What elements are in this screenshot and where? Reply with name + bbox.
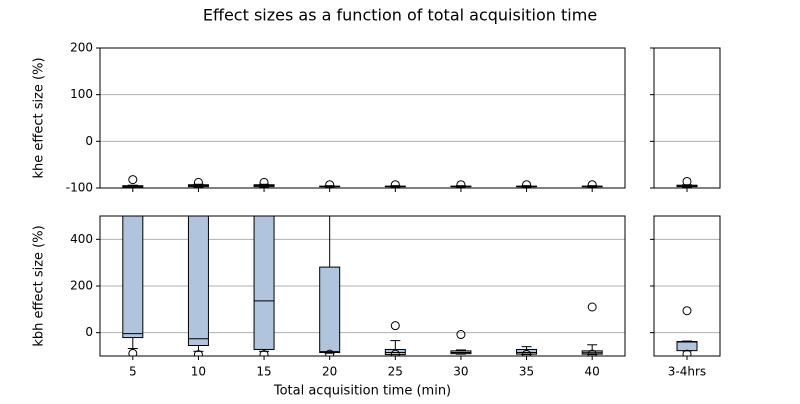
- x-tick-label: 20: [322, 365, 337, 379]
- chart-title: Effect sizes as a function of total acqu…: [203, 6, 597, 25]
- flier: [391, 322, 399, 330]
- x-tick-label: 35: [519, 365, 534, 379]
- box: [320, 267, 340, 352]
- x-tick-label: 15: [256, 365, 271, 379]
- y-tick-label: 200: [70, 279, 93, 293]
- plot-area: [123, 0, 602, 359]
- box: [677, 342, 697, 351]
- x-tick-label: 10: [191, 365, 206, 379]
- y-axis-label: khe effect size (%): [32, 57, 47, 178]
- y-tick-label: 400: [70, 232, 93, 246]
- x-tick-label: 25: [388, 365, 403, 379]
- axes-frame: [100, 48, 625, 188]
- y-tick-label: -100: [66, 181, 93, 195]
- box: [254, 181, 274, 349]
- flier: [129, 176, 137, 184]
- x-tick-label: 3-4hrs: [668, 365, 706, 379]
- x-tick-label: 5: [129, 365, 137, 379]
- plot-area: [123, 176, 602, 189]
- axes-frame: [654, 48, 720, 188]
- flier: [683, 307, 691, 315]
- plot-area: [677, 177, 697, 187]
- box: [123, 123, 143, 338]
- y-tick-label: 0: [85, 325, 93, 339]
- x-tick-label: 40: [585, 365, 600, 379]
- y-tick-label: 200: [70, 41, 93, 55]
- flier: [588, 303, 596, 311]
- x-axis-label: Total acquisition time (min): [273, 384, 451, 399]
- y-axis-label: kbh effect size (%): [32, 225, 47, 346]
- box: [188, 169, 208, 345]
- x-tick-label: 30: [453, 365, 468, 379]
- y-tick-label: 0: [85, 134, 93, 148]
- y-tick-label: 100: [70, 87, 93, 101]
- flier: [457, 331, 465, 339]
